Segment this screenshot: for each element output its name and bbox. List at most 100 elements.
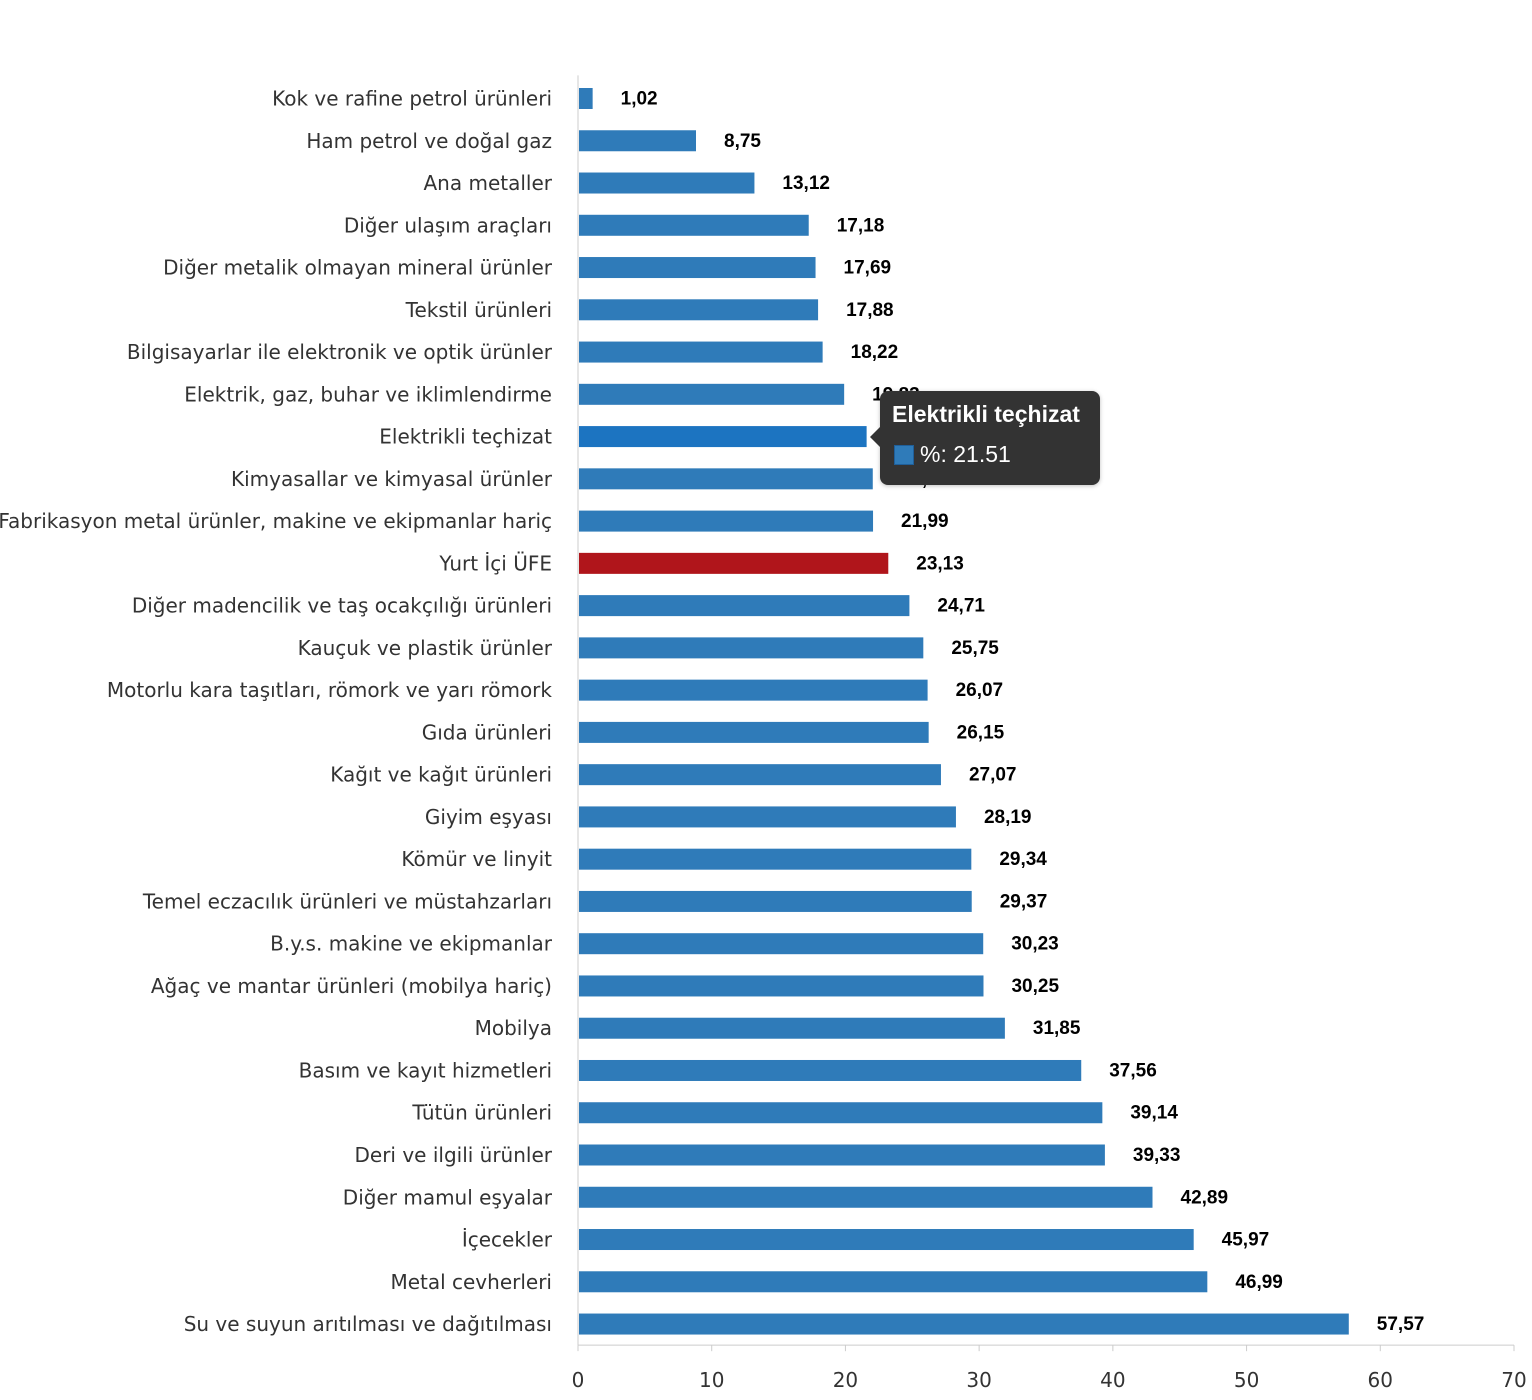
category-label: B.y.s. makine ve ekipmanlar xyxy=(270,932,553,956)
data-label: 39,14 xyxy=(1130,1103,1178,1124)
data-label: 26,07 xyxy=(956,680,1004,701)
category-label: Kauçuk ve plastik ürünler xyxy=(298,636,553,660)
data-label: 42,89 xyxy=(1181,1187,1229,1208)
category-label: Tütün ürünleri xyxy=(411,1101,552,1125)
bar[interactable] xyxy=(579,1102,1103,1124)
category-label: Temel eczacılık ürünleri ve müstahzarlar… xyxy=(142,889,552,913)
category-label: Yurt İçi ÜFE xyxy=(438,551,552,575)
x-tick-label: 70 xyxy=(1501,1368,1526,1392)
bar[interactable] xyxy=(579,848,972,870)
bar[interactable] xyxy=(579,130,696,152)
data-label: 39,33 xyxy=(1133,1145,1181,1166)
data-label: 18,22 xyxy=(851,342,899,363)
bar[interactable] xyxy=(579,1144,1105,1166)
bar[interactable] xyxy=(579,88,593,109)
category-label: Kimyasallar ve kimyasal ürünler xyxy=(231,467,553,491)
data-label: 29,37 xyxy=(1000,891,1048,912)
data-label: 13,12 xyxy=(782,173,830,194)
category-label: Ağaç ve mantar ürünleri (mobilya hariç) xyxy=(151,974,552,998)
category-label: Bilgisayarlar ile elektronik ve optik ür… xyxy=(127,340,553,364)
data-label: 23,13 xyxy=(916,553,964,574)
bar[interactable] xyxy=(579,975,984,997)
bar[interactable] xyxy=(579,214,809,236)
category-label: İçecekler xyxy=(462,1228,553,1252)
bar[interactable] xyxy=(579,299,819,321)
bars-layer: 1,028,7513,1217,1817,6917,8818,2219,8321… xyxy=(579,88,1424,1335)
bar[interactable] xyxy=(579,510,874,532)
category-label: Metal cevherleri xyxy=(390,1270,552,1294)
data-label: 17,88 xyxy=(846,300,894,321)
x-tick-label: 20 xyxy=(833,1368,858,1392)
category-label: Elektrikli teçhizat xyxy=(379,425,552,449)
data-label: 1,02 xyxy=(621,89,658,110)
tooltip-separator: : xyxy=(940,441,954,467)
bar[interactable] xyxy=(579,890,972,912)
data-label: 25,75 xyxy=(951,638,999,659)
tooltip-title: Elektrikli teçhizat xyxy=(892,401,1080,427)
bar[interactable] xyxy=(579,721,929,743)
bar[interactable] xyxy=(579,426,867,448)
category-label: Ana metaller xyxy=(424,171,553,195)
data-label: 57,57 xyxy=(1377,1314,1425,1335)
tooltip-series-label: % xyxy=(920,441,941,467)
bar[interactable] xyxy=(579,383,845,405)
bar[interactable] xyxy=(579,341,823,363)
data-label: 8,75 xyxy=(724,131,761,152)
category-label: Fabrikasyon metal ürünler, makine ve eki… xyxy=(0,509,552,533)
category-label: Ham petrol ve doğal gaz xyxy=(306,129,552,153)
bar[interactable] xyxy=(579,637,924,659)
bar[interactable] xyxy=(579,679,928,701)
x-tick-label: 30 xyxy=(966,1368,991,1392)
tooltip-row: %: 21.51 xyxy=(894,441,1011,468)
category-label: Giyim eşyası xyxy=(425,805,552,829)
category-label: Gıda ürünleri xyxy=(422,720,552,744)
data-label: 24,71 xyxy=(937,596,985,617)
tooltip-series-swatch xyxy=(894,444,914,465)
category-label: Diğer mamul eşyalar xyxy=(343,1185,553,1209)
category-label: Motorlu kara taşıtları, römork ve yarı r… xyxy=(107,678,553,702)
data-label: 37,56 xyxy=(1109,1060,1157,1081)
category-label: Kağıt ve kağıt ürünleri xyxy=(330,763,552,787)
category-label: Diğer ulaşım araçları xyxy=(344,213,552,237)
bar[interactable] xyxy=(579,1229,1194,1251)
category-label: Mobilya xyxy=(475,1016,552,1040)
data-label: 29,34 xyxy=(999,849,1047,870)
bar[interactable] xyxy=(579,1059,1082,1081)
data-label: 27,07 xyxy=(969,765,1017,786)
bar[interactable] xyxy=(579,595,910,617)
bar[interactable] xyxy=(579,257,816,279)
x-tick-label: 50 xyxy=(1234,1368,1259,1392)
bar[interactable] xyxy=(579,764,941,786)
data-label: 30,23 xyxy=(1011,934,1059,955)
category-label: Elektrik, gaz, buhar ve iklimlendirme xyxy=(184,382,552,406)
x-tick-label: 10 xyxy=(699,1368,724,1392)
data-label: 17,18 xyxy=(837,215,885,236)
bar[interactable] xyxy=(579,1017,1005,1039)
data-label: 26,15 xyxy=(957,722,1005,743)
bar[interactable] xyxy=(579,468,873,490)
x-tick-label: 0 xyxy=(572,1368,585,1392)
category-label: Basım ve kayıt hizmetleri xyxy=(299,1058,552,1082)
category-label: Tekstil ürünleri xyxy=(405,298,552,322)
x-tick-label: 60 xyxy=(1368,1368,1393,1392)
data-label: 45,97 xyxy=(1222,1230,1270,1251)
data-label: 28,19 xyxy=(984,807,1032,828)
bar[interactable] xyxy=(579,1313,1349,1335)
data-label: 31,85 xyxy=(1033,1018,1081,1039)
category-label: Deri ve ilgili ürünler xyxy=(354,1143,552,1167)
axis-layer: Kok ve rafine petrol ürünleri Ham petrol … xyxy=(0,75,1527,1392)
category-label: Kömür ve linyit xyxy=(401,847,552,871)
tooltip-value: 21.51 xyxy=(953,441,1011,467)
bar[interactable] xyxy=(579,1271,1208,1293)
bar[interactable] xyxy=(579,933,984,955)
bar[interactable] xyxy=(579,806,956,828)
category-label: Su ve suyun arıtılması ve dağıtılması xyxy=(184,1312,552,1336)
bar[interactable] xyxy=(579,1186,1153,1208)
category-label: Kok ve rafine petrol ürünleri xyxy=(272,87,552,111)
bar[interactable] xyxy=(579,552,889,574)
data-label: 17,69 xyxy=(844,258,892,279)
x-tick-label: 40 xyxy=(1100,1368,1125,1392)
bar[interactable] xyxy=(579,172,755,194)
chart-tooltip: Elektrikli teçhizat %: 21.51 xyxy=(870,391,1100,485)
